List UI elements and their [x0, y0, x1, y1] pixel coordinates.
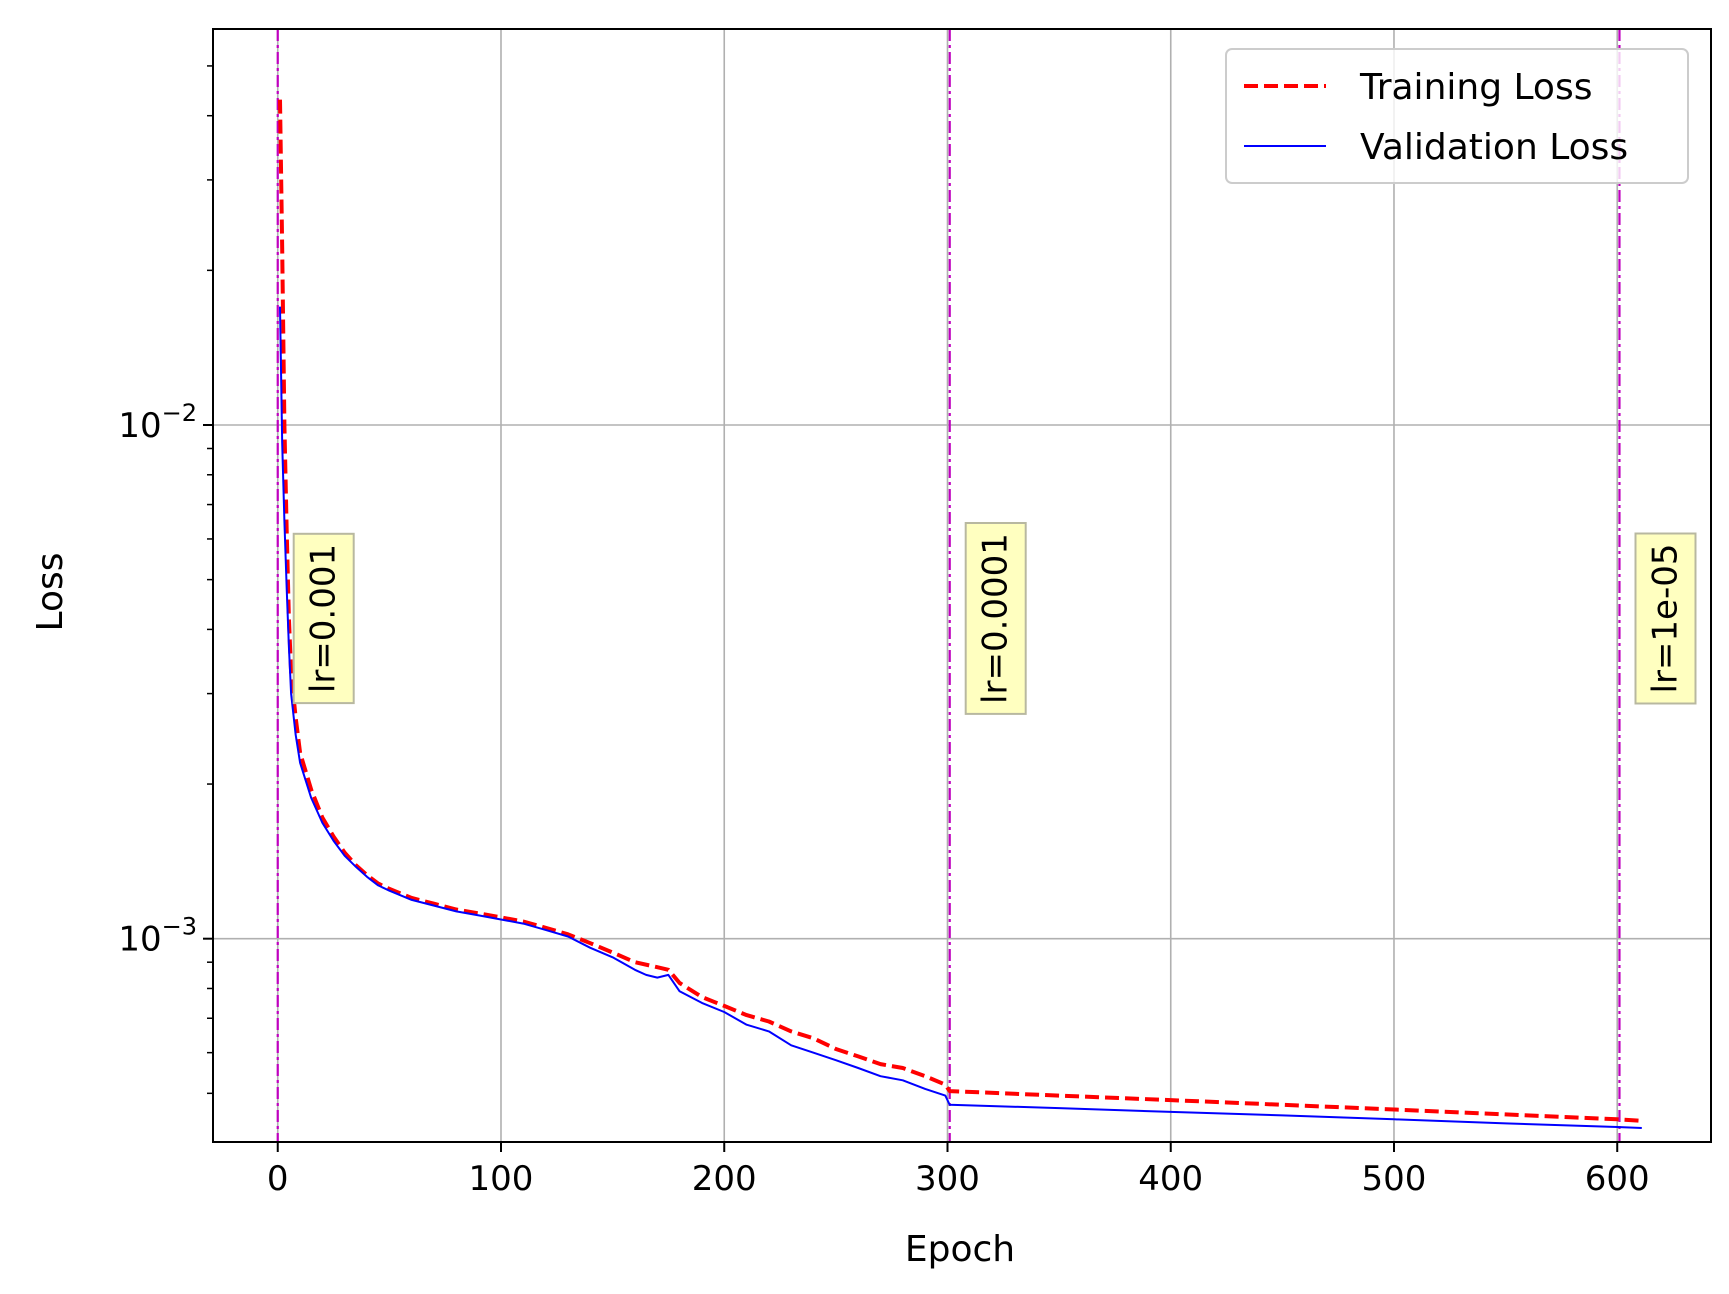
lr-label-text: lr=1e-05	[1646, 544, 1686, 694]
x-tick-label: 0	[267, 1159, 289, 1199]
x-tick-label: 200	[692, 1159, 757, 1199]
x-tick-label: 400	[1138, 1159, 1203, 1199]
lr-label-text: lr=0.001	[304, 544, 344, 693]
legend-box	[1225, 48, 1689, 184]
y-axis-ticks: 10−210−3	[118, 65, 213, 1095]
lr-marker-label: lr=1e-05	[1634, 532, 1697, 705]
y-tick-exponent: −3	[162, 913, 197, 941]
grid	[213, 29, 1711, 1142]
y-tick-base: 10	[118, 920, 161, 960]
y-tick-exponent: −2	[162, 399, 197, 427]
lr-marker-labels: lr=0.001 lr=0.0001 lr=1e-05	[292, 522, 1697, 715]
validation-loss-line	[279, 306, 1642, 1129]
x-tick-label: 600	[1585, 1159, 1650, 1199]
plot-frame	[212, 28, 1712, 1143]
lr-label-box	[1634, 532, 1697, 705]
x-tick-label: 500	[1362, 1159, 1427, 1199]
lr-marker-label: lr=0.001	[292, 532, 355, 705]
y-tick-label: 10−2	[118, 399, 197, 446]
lr-label-box	[964, 522, 1027, 715]
lr-label-box	[292, 532, 355, 705]
y-tick-base: 10	[118, 406, 161, 446]
y-tick-label: 10−3	[118, 913, 197, 960]
lr-label-text: lr=0.0001	[976, 533, 1016, 704]
y-axis-label: Loss	[30, 553, 71, 632]
legend-label: Validation Loss	[1360, 127, 1628, 168]
x-axis-label: Epoch	[905, 1229, 1015, 1270]
series-layer	[278, 99, 1642, 1129]
x-tick-label: 300	[915, 1159, 980, 1199]
lr-marker-label: lr=0.0001	[964, 522, 1027, 715]
x-tick-label: 100	[469, 1159, 534, 1199]
training-loss-line	[278, 99, 1642, 1123]
x-axis-ticks: 0 100 200 300 400 500 600	[267, 1142, 1650, 1199]
legend: Training Loss Validation Loss	[1225, 48, 1689, 184]
legend-label: Training Loss	[1359, 67, 1592, 108]
lr-marker-lines	[276, 29, 1621, 1142]
